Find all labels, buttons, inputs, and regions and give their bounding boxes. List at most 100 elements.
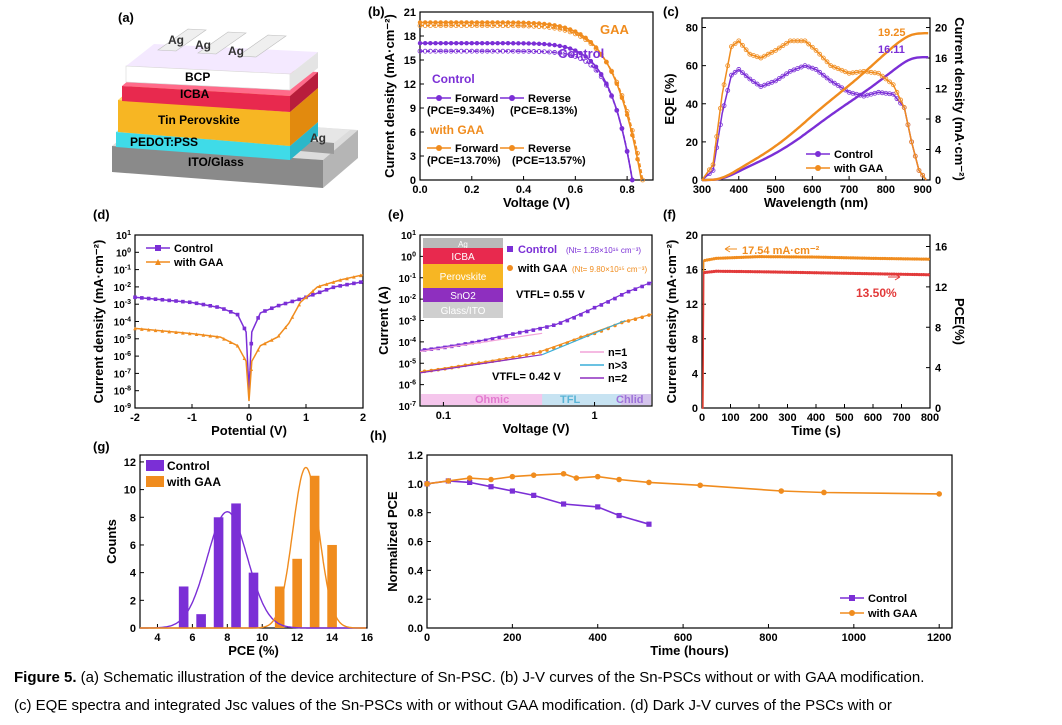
panel-b-series-3-marker-40 xyxy=(624,109,630,114)
panel-c-label: (c) xyxy=(663,4,679,19)
panel-f-jsc-marker-80 xyxy=(885,256,889,261)
panel-f-jsc-marker-25 xyxy=(760,255,764,259)
panel-c-eqe-gaa-marker-52 xyxy=(898,97,903,103)
panel-h-gaa-marker-6 xyxy=(560,470,567,477)
panel-f-jsc-marker-24 xyxy=(757,255,762,259)
panel-e-control-marker-31 xyxy=(633,287,638,292)
panel-c-eqe-control-marker-30 xyxy=(817,69,823,75)
panel-f-jsc-marker-21 xyxy=(751,255,755,259)
panel-c-eqe-control-marker-21 xyxy=(784,71,789,77)
panel-e-ytick-label-0: 100 xyxy=(401,251,416,263)
panel-e-stack-label-0: Ag xyxy=(458,240,468,249)
panel-f-jsc-marker-91 xyxy=(910,257,914,261)
panel-b-series-0-marker-12 xyxy=(479,41,485,46)
panel-e-sclc: (e) Ohmic TFL Chlid 0.1 1 10-7 10-6 10-5 10-4 10-3… xyxy=(376,207,653,436)
panel-b-series-0-marker-15 xyxy=(495,41,500,46)
panel-b-xlabel: Voltage (V) xyxy=(503,195,570,210)
panel-f-pce-annot: 13.50% xyxy=(856,286,897,300)
panel-b-series-1-marker-40 xyxy=(624,148,630,154)
panel-b-series-3-marker-8 xyxy=(459,23,464,29)
panel-f-jsc-marker-63 xyxy=(846,256,851,260)
panel-f-jsc-marker-66 xyxy=(853,256,857,260)
panel-f-pce-marker-77 xyxy=(878,272,883,276)
panel-g-legend-gaa-text: with GAA xyxy=(166,475,221,489)
panel-f-pce-marker-81 xyxy=(887,272,892,276)
panel-d-dark-jv: (d) -2 -1 0 1 2 10-9 10-8 10-7 10-6 10-5 10-4 10-3 10… xyxy=(91,207,366,438)
panel-f-right-ytick-label-0: 0 xyxy=(935,403,941,415)
panel-f-jsc-marker-64 xyxy=(849,256,853,260)
panel-f-pce-marker-78 xyxy=(881,272,885,276)
panel-h-legend-control-marker-0 xyxy=(849,595,855,601)
panel-f-jsc-marker-54 xyxy=(826,255,830,259)
panel-b-series-1-marker-34 xyxy=(593,67,599,73)
electrode-label-2: Ag xyxy=(195,38,211,52)
panel-f-pce-marker-47 xyxy=(810,271,814,275)
panel-e-control-marker-0 xyxy=(422,348,427,352)
panel-b-series-1-marker-36 xyxy=(604,82,609,88)
panel-c-right-ytick-label-0: 0 xyxy=(935,175,941,187)
panel-d-ytick-label--9: 10-9 xyxy=(114,403,131,415)
panel-c-eqe-gaa-marker-51 xyxy=(894,89,900,95)
panel-b-legend-control-reverse-text: Reverse xyxy=(528,93,571,105)
panel-f-jsc-marker-92 xyxy=(913,257,917,261)
panel-e-ytick-label--5: 10-5 xyxy=(399,358,416,370)
panel-f-pce-marker-98 xyxy=(926,273,930,277)
panel-d-gaa-marker-16 xyxy=(242,356,247,360)
panel-b-legend-gaa-forward-pce: (PCE=13.70%) xyxy=(427,155,501,167)
panel-f-pce-marker-71 xyxy=(865,272,869,276)
panel-f-pce-marker-68 xyxy=(858,271,862,276)
panel-b-series-1-marker-5 xyxy=(443,48,449,54)
panel-f-pce-marker-86 xyxy=(899,272,903,276)
panel-c-xtick-label-4: 700 xyxy=(840,184,858,196)
panel-h-gaa-marker-10 xyxy=(646,479,652,486)
panel-g-bar-gaa-3 xyxy=(327,544,337,628)
panel-g-bar-control-2 xyxy=(213,517,224,628)
panel-b-series-1-marker-7 xyxy=(453,48,459,54)
panel-c-jsc-gaa-label: 19.25 xyxy=(878,27,906,39)
panel-f-jsc-marker-57 xyxy=(833,255,837,260)
panel-g-pce-histogram: (g) 4 6 8 10 12 14 16 0 2 4 6 8 10 12 PCE (%) Counts Cont… xyxy=(93,439,373,658)
panel-b-series-1-marker-23 xyxy=(536,49,542,54)
panel-f-pce-marker-66 xyxy=(853,271,857,276)
panel-c-eqe-control-marker-32 xyxy=(824,75,830,81)
panel-f-jsc-marker-36 xyxy=(785,255,789,259)
panel-d-xlabel: Potential (V) xyxy=(211,423,287,438)
panel-c-eqe-gaa-marker-31 xyxy=(820,55,826,61)
panel-f-pce-marker-19 xyxy=(746,270,750,274)
panel-f-ytick-label-1: 4 xyxy=(692,368,699,380)
panel-h-control-marker-2 xyxy=(467,479,473,485)
panel-b-series-3-marker-42 xyxy=(635,150,640,156)
panel-d-gaa-marker-8 xyxy=(187,331,192,336)
panel-c-eqe-gaa-marker-47 xyxy=(879,73,885,79)
panel-f-pce-marker-23 xyxy=(755,270,759,274)
panel-f-jsc-marker-9 xyxy=(723,256,727,260)
panel-f-jsc-marker-34 xyxy=(780,255,784,259)
panel-d-gaa-marker-26 xyxy=(311,289,315,293)
panel-e-gaa-marker-16 xyxy=(531,351,536,356)
panel-b-series-1-marker-26 xyxy=(552,50,558,55)
panel-f-xtick-label-5: 500 xyxy=(835,412,853,424)
layer-perovskite-front xyxy=(118,100,290,146)
panel-f-jsc-marker-10 xyxy=(726,256,730,260)
panel-d-gaa-marker-19 xyxy=(263,341,267,346)
panel-e-vtfl-gaa: VTFL= 0.42 V xyxy=(492,371,561,383)
panel-f-pce-marker-7 xyxy=(719,269,723,273)
panel-e-control-marker-18 xyxy=(545,325,549,329)
panel-b-series-3-marker-27 xyxy=(557,26,563,32)
panel-f-jsc-marker-17 xyxy=(742,255,746,259)
panel-f-pce-marker-92 xyxy=(913,272,917,277)
panel-d-control-marker-16 xyxy=(242,326,247,331)
panel-h-control-marker-8 xyxy=(616,512,622,519)
panel-f-jsc-marker-50 xyxy=(817,255,821,259)
panel-d-gaa-marker-18 xyxy=(256,348,260,352)
panel-f-pce-marker-89 xyxy=(906,272,910,276)
panel-f-jsc-marker-68 xyxy=(858,256,862,260)
panel-c-eqe-gaa-marker-18 xyxy=(773,48,778,53)
panel-e-ytick-label--1: 10-1 xyxy=(399,273,416,285)
panel-e-control-marker-6 xyxy=(463,342,468,346)
panel-f-jsc-marker-52 xyxy=(821,255,826,259)
panel-f-jsc-marker-58 xyxy=(835,255,839,260)
panel-e-gaa-marker-32 xyxy=(640,315,644,320)
panel-h-gaa-marker-11 xyxy=(697,482,703,489)
panel-d-ytick-label-1: 101 xyxy=(116,230,131,242)
